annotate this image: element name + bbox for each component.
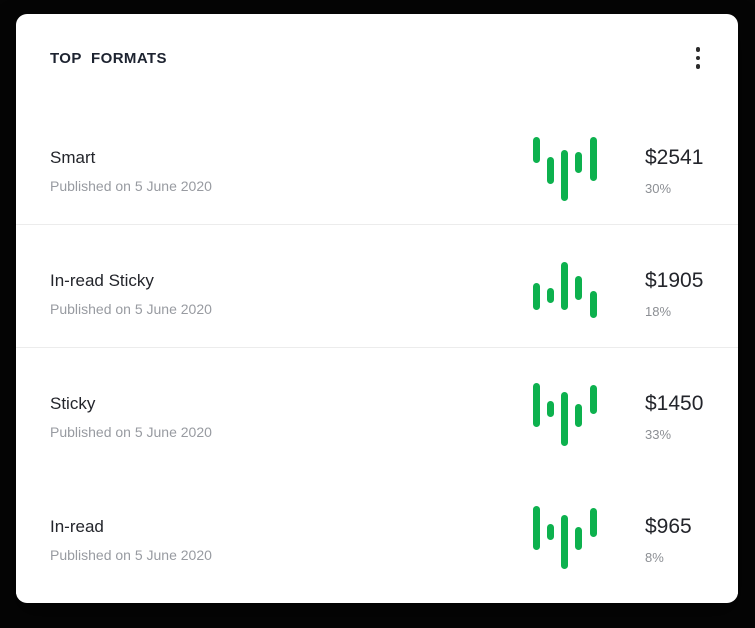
format-name: Smart — [50, 147, 96, 167]
card-header: TOP FORMATS — [16, 14, 738, 102]
top-formats-card: TOP FORMATS Smart Published on 5 June 20… — [16, 14, 738, 603]
format-published-date: Published on 5 June 2020 — [50, 424, 212, 440]
format-percent: 30% — [645, 180, 672, 196]
kebab-dot — [695, 47, 701, 52]
sparkline-bars-icon — [533, 136, 597, 201]
format-info: In-read Published on 5 June 2020 — [50, 501, 533, 564]
format-revenue: $965 — [645, 515, 692, 538]
format-percent: 8% — [645, 550, 664, 565]
kebab-dot — [695, 55, 701, 61]
sparkline-bars-icon — [533, 506, 597, 569]
card-title: TOP FORMATS — [50, 49, 167, 67]
format-metrics: $1905 18% — [645, 253, 738, 320]
format-published-date: Published on 5 June 2020 — [50, 177, 212, 194]
format-percent: 33% — [645, 427, 672, 442]
format-info: In-read Sticky Published on 5 June 2020 — [50, 255, 533, 318]
format-info: Smart Published on 5 June 2020 — [50, 132, 533, 195]
format-revenue: $2541 — [645, 145, 704, 169]
format-name: Sticky — [50, 394, 96, 413]
format-published-date: Published on 5 June 2020 — [50, 300, 212, 317]
format-name: In-read — [50, 517, 104, 536]
format-metrics: $1450 33% — [645, 376, 738, 443]
format-row-sticky[interactable]: Sticky Published on 5 June 2020 $1450 33… — [16, 348, 738, 471]
kebab-dot — [695, 64, 701, 69]
format-metrics: $2541 30% — [645, 130, 738, 197]
format-metrics: $965 8% — [645, 499, 738, 566]
format-percent: 18% — [645, 303, 672, 319]
formats-list: Smart Published on 5 June 2020 $2541 30%… — [16, 102, 738, 603]
format-name: In-read Sticky — [50, 270, 154, 290]
format-row-smart[interactable]: Smart Published on 5 June 2020 $2541 30% — [16, 102, 738, 225]
format-info: Sticky Published on 5 June 2020 — [50, 378, 533, 441]
sparkline-bars-icon — [533, 383, 597, 446]
format-revenue: $1450 — [645, 392, 704, 415]
format-row-in-read-sticky[interactable]: In-read Sticky Published on 5 June 2020 … — [16, 225, 738, 348]
sparkline-bars-icon — [533, 261, 597, 318]
format-revenue: $1905 — [645, 268, 704, 292]
format-row-in-read[interactable]: In-read Published on 5 June 2020 $965 8% — [16, 471, 738, 594]
kebab-menu-icon[interactable] — [684, 43, 712, 73]
format-published-date: Published on 5 June 2020 — [50, 547, 212, 563]
